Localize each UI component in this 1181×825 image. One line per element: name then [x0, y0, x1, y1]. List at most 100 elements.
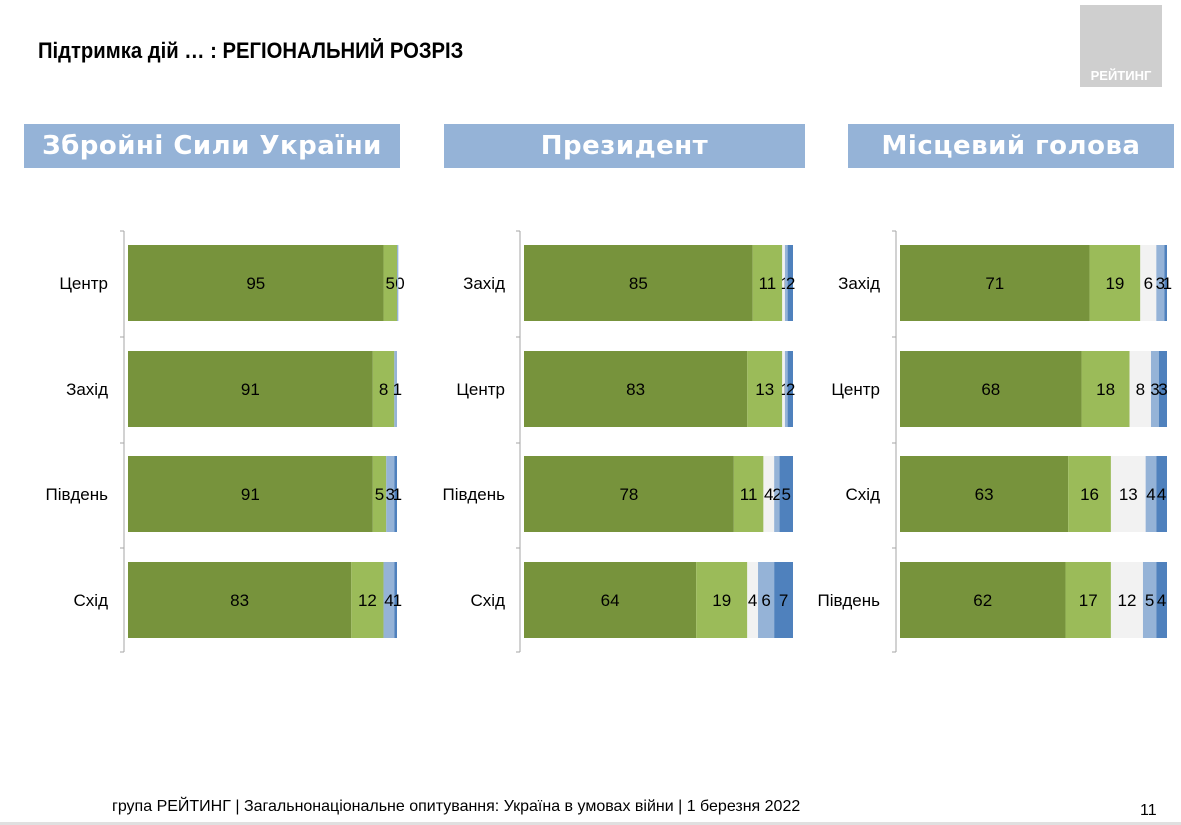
bar-segment — [524, 351, 748, 427]
category-label: Захід — [66, 380, 108, 399]
bar-segment — [128, 351, 373, 427]
footer-text: група РЕЙТИНГ | Загальнонаціональне опит… — [112, 798, 801, 815]
bar-segment — [787, 245, 793, 321]
bar-segment — [394, 351, 397, 427]
data-label: 83 — [230, 591, 249, 610]
category-label: Південь — [46, 485, 109, 504]
data-label: 1 — [393, 591, 402, 610]
data-label: 3 — [386, 485, 395, 504]
data-label: 64 — [601, 591, 620, 610]
bar-segment — [1081, 351, 1130, 427]
data-label: 12 — [358, 591, 377, 610]
bar-segment — [394, 562, 397, 638]
bar-segment — [900, 245, 1090, 321]
data-label: 6 — [1144, 274, 1153, 293]
bar-segment — [372, 456, 387, 532]
logo-text: РЕЙТИНГ — [1090, 68, 1152, 83]
bar-segment — [1150, 351, 1159, 427]
bar-segment — [1142, 562, 1157, 638]
bar-segment — [383, 562, 395, 638]
bar-segment — [747, 562, 759, 638]
category-label: Центр — [831, 380, 880, 399]
data-label: 91 — [241, 485, 260, 504]
data-label: 3 — [1150, 380, 1159, 399]
bar-segment — [1110, 456, 1146, 532]
data-label: 8 — [1136, 380, 1145, 399]
data-label: 5 — [782, 485, 791, 504]
bar-segment — [394, 456, 397, 532]
data-label: 4 — [1157, 485, 1166, 504]
category-label: Схід — [846, 485, 881, 504]
page-number: 11 — [1140, 802, 1157, 819]
bar-segment — [784, 351, 788, 427]
data-label: 2 — [786, 274, 795, 293]
bar-segment — [763, 456, 775, 532]
bar-segment — [758, 562, 775, 638]
bar-segment — [900, 562, 1066, 638]
data-label: 13 — [755, 380, 774, 399]
data-label: 19 — [712, 591, 731, 610]
data-label: 0 — [395, 274, 404, 293]
data-label: 5 — [386, 274, 395, 293]
bar-segment — [782, 245, 785, 321]
panel-header-armed-forces: Збройні Сили України — [24, 124, 400, 168]
bar-segment — [1156, 456, 1167, 532]
bar-segment — [1156, 562, 1167, 638]
bar-segment — [128, 456, 373, 532]
data-label: 1 — [1163, 274, 1172, 293]
category-label: Південь — [443, 485, 506, 504]
category-label: Південь — [818, 591, 881, 610]
bar-segment — [1158, 351, 1167, 427]
data-label: 11 — [759, 274, 777, 293]
data-label: 2 — [772, 485, 781, 504]
data-label: 5 — [375, 485, 384, 504]
bar-segment — [128, 562, 352, 638]
data-label: 62 — [973, 591, 992, 610]
bar-segment — [733, 456, 764, 532]
bar-segment — [747, 351, 783, 427]
data-label: 91 — [241, 380, 260, 399]
bar-segment — [752, 245, 783, 321]
data-label: 6 — [761, 591, 770, 610]
data-label: 63 — [975, 485, 994, 504]
data-label: 16 — [1080, 485, 1099, 504]
bar-segment — [787, 351, 793, 427]
bar-segment — [1129, 351, 1151, 427]
bar-segment — [782, 351, 785, 427]
bar-segment — [1164, 245, 1167, 321]
data-label: 7 — [779, 591, 788, 610]
bottom-divider — [0, 822, 1181, 825]
data-label: 3 — [1158, 380, 1167, 399]
bar-segment — [386, 456, 395, 532]
data-label: 11 — [740, 485, 758, 504]
data-label: 95 — [246, 274, 265, 293]
page-title: Підтримка дій … : РЕГІОНАЛЬНИЙ РОЗРІЗ — [38, 38, 464, 63]
data-label: 1 — [393, 485, 402, 504]
data-label: 68 — [981, 380, 1000, 399]
category-label: Схід — [471, 591, 506, 610]
data-label: 4 — [384, 591, 393, 610]
data-label: 4 — [1146, 485, 1155, 504]
bar-segment — [1145, 456, 1157, 532]
data-label: 5 — [1145, 591, 1154, 610]
bar-segment — [774, 562, 793, 638]
bar-segment — [779, 456, 793, 532]
bar-segment — [524, 245, 753, 321]
panel-header-president: Президент — [444, 124, 805, 168]
bar-segment — [397, 245, 399, 321]
bar-segment — [1110, 562, 1143, 638]
data-label: 4 — [748, 591, 757, 610]
category-label: Захід — [838, 274, 880, 293]
data-label: 4 — [764, 485, 773, 504]
data-label: 18 — [1096, 380, 1115, 399]
bar-segment — [1140, 245, 1157, 321]
data-label: 78 — [619, 485, 638, 504]
panel-header-local-head: Місцевий голова — [848, 124, 1174, 168]
bar-segment — [1156, 245, 1165, 321]
bar-segment — [1089, 245, 1141, 321]
data-label: 8 — [379, 380, 388, 399]
data-label: 1 — [393, 380, 402, 399]
data-label: 17 — [1079, 591, 1098, 610]
data-label: 85 — [629, 274, 648, 293]
category-label: Центр — [456, 380, 505, 399]
